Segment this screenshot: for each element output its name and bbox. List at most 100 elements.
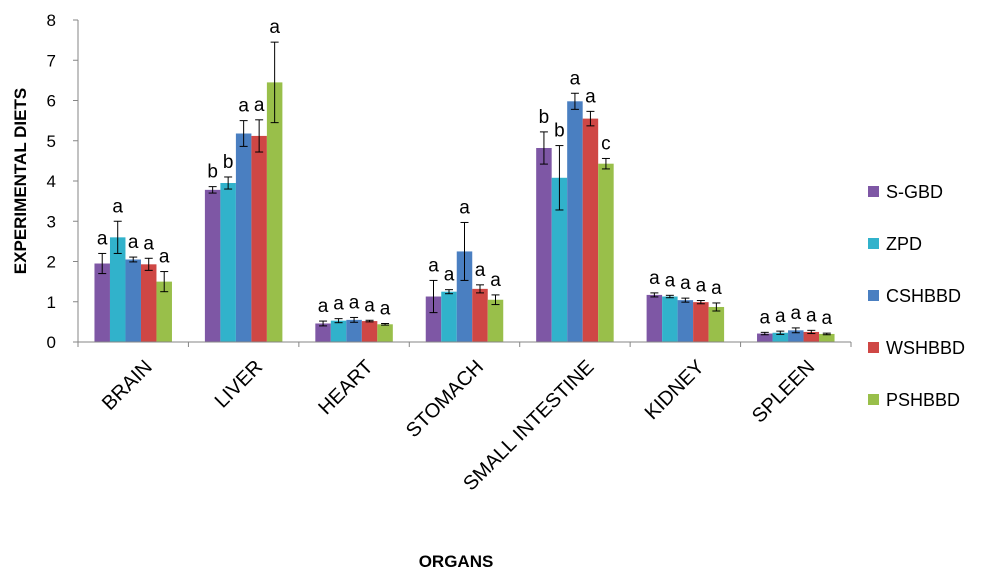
y-ticks-layer: 0 1 2 3 4 5 6 7 8 — [47, 11, 78, 352]
significance-label: a — [238, 96, 249, 117]
error-bars-layer — [98, 41, 831, 336]
x-axis-title: ORGANS — [419, 552, 494, 571]
y-axis-title: EXPERIMENTAL DIETS — [11, 88, 30, 274]
bar — [109, 237, 126, 342]
bar — [598, 163, 614, 342]
legend-swatch — [868, 290, 879, 301]
significance-label: a — [711, 278, 722, 299]
bar — [662, 296, 678, 342]
x-category-label: BRAIN — [98, 356, 157, 415]
significance-label: c — [601, 133, 611, 154]
bar — [456, 251, 473, 342]
legend-swatch — [868, 186, 879, 197]
bar — [94, 263, 110, 342]
significance-label: a — [159, 247, 170, 268]
bar — [582, 118, 599, 342]
y-tick-label: 4 — [47, 172, 56, 191]
significance-label: a — [775, 306, 786, 327]
significance-label: a — [459, 197, 470, 218]
significance-label: a — [759, 307, 770, 328]
significance-label: a — [444, 265, 455, 286]
bar — [220, 183, 236, 342]
x-category-label: KIDNEY — [641, 356, 709, 424]
significance-label: a — [380, 298, 391, 319]
significance-label: a — [97, 228, 108, 249]
significance-label: a — [585, 86, 596, 107]
bar — [125, 259, 141, 342]
x-category-label: LIVER — [211, 356, 267, 412]
bar — [646, 294, 663, 342]
bar — [204, 189, 221, 342]
y-tick-label: 7 — [47, 51, 56, 70]
significance-label: a — [254, 95, 265, 116]
bar — [567, 101, 583, 343]
bar — [377, 324, 393, 342]
bar — [757, 333, 773, 342]
bar — [536, 147, 552, 342]
significance-label: b — [539, 107, 550, 128]
bar — [551, 177, 568, 342]
y-tick-label: 0 — [47, 333, 56, 352]
significance-label: a — [790, 303, 801, 324]
significance-label: a — [143, 233, 154, 254]
bar — [472, 288, 488, 342]
legend-swatch — [868, 342, 879, 353]
significance-label: a — [649, 268, 660, 289]
y-tick-label: 8 — [47, 11, 56, 30]
significance-label: a — [570, 68, 581, 89]
bar — [235, 133, 252, 342]
significance-label: a — [364, 295, 375, 316]
x-category-label: HEART — [314, 356, 377, 419]
significance-label: b — [554, 121, 565, 142]
legend-swatch — [868, 394, 879, 405]
significance-label: a — [806, 305, 817, 326]
significance-label: a — [475, 260, 486, 281]
bars-layer — [94, 82, 835, 343]
significance-label: a — [680, 273, 691, 294]
bar — [140, 264, 157, 342]
bar — [346, 319, 362, 342]
bar — [803, 331, 820, 342]
significance-label: a — [821, 308, 832, 329]
bar — [487, 299, 504, 342]
bar — [361, 321, 378, 342]
bar — [315, 323, 331, 342]
bar — [693, 302, 709, 342]
significance-label: a — [696, 276, 707, 297]
significance-label: a — [665, 270, 676, 291]
legend: S-GBD ZPD CSHBBD WSHBBD PSHBBD — [868, 182, 965, 410]
x-category-label: STOMACH — [402, 356, 488, 442]
y-tick-label: 2 — [47, 253, 56, 272]
significance-label: a — [112, 196, 123, 217]
significance-label: a — [349, 292, 360, 313]
significance-label: a — [333, 294, 344, 315]
y-tick-label: 3 — [47, 212, 56, 231]
bar — [772, 332, 789, 342]
bar — [708, 306, 725, 342]
significance-label: a — [318, 296, 329, 317]
bar — [266, 82, 283, 342]
significance-label: a — [269, 17, 280, 38]
bar — [788, 330, 804, 342]
significance-label: a — [490, 270, 501, 291]
significance-label: b — [223, 152, 234, 173]
bar — [677, 300, 694, 342]
legend-label: PSHBBD — [886, 390, 960, 410]
bar — [441, 291, 457, 342]
bar — [156, 281, 172, 342]
x-category-label: SPLEEN — [748, 356, 819, 427]
bar — [425, 296, 442, 342]
significance-label: a — [428, 255, 439, 276]
legend-label: CSHBBD — [886, 286, 961, 306]
bar — [819, 333, 835, 342]
bar — [330, 320, 347, 342]
legend-swatch — [868, 238, 879, 249]
y-tick-label: 6 — [47, 92, 56, 111]
y-tick-label: 5 — [47, 132, 56, 151]
bar — [251, 135, 267, 342]
significance-label: b — [207, 162, 218, 183]
